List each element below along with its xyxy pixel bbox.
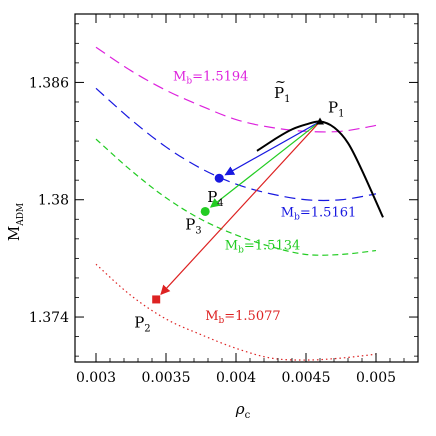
x-axis-label-sub: c <box>245 410 251 421</box>
point-P3-label: P3 <box>185 215 201 236</box>
x-tick-label: 0.0035 <box>142 370 191 386</box>
y-tick-label: 1.386 <box>29 75 69 91</box>
series-line-3 <box>95 138 377 256</box>
y-axis-label-sub: ADM <box>16 203 26 227</box>
series-label: Mb=1.5161 <box>281 205 356 222</box>
point-P4-label: P4 <box>207 188 223 209</box>
x-tick-label: 0.003 <box>76 370 116 386</box>
x-tick-label: 0.005 <box>356 370 396 386</box>
point-P1-label: P1 <box>328 99 344 120</box>
x-axis-label: ρc <box>235 400 251 421</box>
y-axis-label: MADM <box>5 203 26 241</box>
plot-area <box>74 13 419 363</box>
tilde-mark: ~ <box>275 75 286 90</box>
series-line-2 <box>95 87 377 202</box>
series-label: Mb=1.5134 <box>225 239 300 256</box>
x-tick-label: 0.004 <box>216 370 256 386</box>
point-P4-marker <box>214 173 224 183</box>
y-tick-label: 1.374 <box>29 310 69 326</box>
series-label: Mb=1.5194 <box>173 69 248 86</box>
series-line-4 <box>95 263 377 361</box>
series-line-1 <box>95 46 377 133</box>
arrow-P1-to-P4 <box>224 121 321 176</box>
arrow-P1-to-P3 <box>209 121 321 208</box>
point-P2-marker <box>152 295 161 304</box>
axis-layer: 0.003 0.0035 0.004 0.0045 0.005 1.374 1.38 1.38… <box>29 14 418 386</box>
plot-frame <box>74 13 419 363</box>
x-tick-label: 0.0045 <box>282 370 331 386</box>
point-P1-tilde-label: P1 <box>274 84 290 105</box>
arrow-P1-to-P2 <box>160 121 321 295</box>
point-P3-marker <box>200 206 210 216</box>
point-P2-label: P2 <box>134 313 150 334</box>
y-tick-label: 1.38 <box>38 193 69 209</box>
arrow-layer <box>160 121 321 295</box>
series-layer: Mb=1.5194 Mb=1.5161 Mb=1.5134 Mb=1.5077 <box>95 46 384 361</box>
series-label: Mb=1.5077 <box>205 309 280 326</box>
point-P1-marker <box>316 117 324 125</box>
